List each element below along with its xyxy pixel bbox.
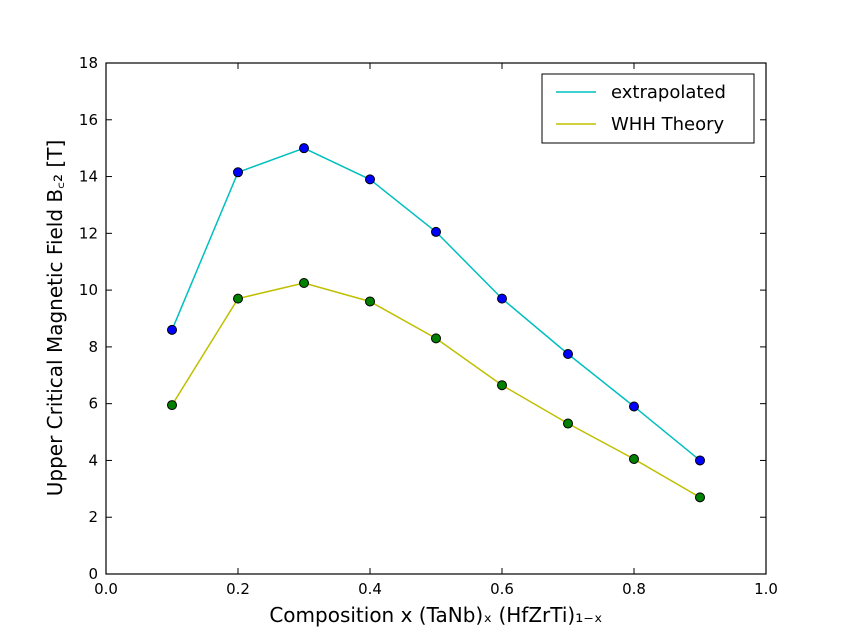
y-tick-label: 8 — [88, 338, 98, 356]
data-point-whh-theory — [167, 400, 177, 411]
y-tick-label: 12 — [79, 224, 98, 242]
x-tick-label: 0.0 — [94, 580, 118, 598]
plot-area-frame — [105, 62, 767, 575]
legend-box — [541, 73, 755, 144]
x-tick-label: 0.2 — [226, 580, 250, 598]
data-point-whh-theory — [431, 333, 441, 344]
x-tick-label: 0.4 — [358, 580, 382, 598]
y-tick-label: 16 — [79, 111, 98, 129]
x-tick-label: 0.6 — [490, 580, 514, 598]
legend: extrapolated WHH Theory — [541, 73, 755, 144]
data-point-extrapolated — [167, 324, 177, 335]
data-point-whh-theory — [497, 380, 507, 391]
data-point-extrapolated — [365, 174, 375, 185]
y-tick-label: 10 — [79, 281, 98, 299]
ticks-layer: 0.0 0.2 0.4 0.6 0.8 1.0 0 2 4 6 8 10 12 14 16 18 — [79, 54, 778, 598]
data-point-extrapolated — [629, 401, 639, 412]
data-point-extrapolated — [497, 293, 507, 304]
data-point-extrapolated — [695, 455, 705, 466]
data-point-whh-theory — [563, 418, 573, 429]
y-tick-label: 0 — [88, 565, 98, 583]
x-axis-label: Composition x (TaNb)ₓ (HfZrTi)₁₋ₓ — [269, 603, 602, 627]
data-point-extrapolated — [431, 226, 441, 237]
data-point-extrapolated — [299, 143, 309, 154]
x-tick-label: 1.0 — [754, 580, 778, 598]
y-tick-label: 2 — [88, 508, 98, 526]
y-axis-label: Upper Critical Magnetic Field B꜀₂ [T] — [43, 140, 67, 497]
data-point-whh-theory — [233, 293, 243, 304]
series-layer — [167, 143, 705, 503]
legend-label-whh-theory: WHH Theory — [611, 114, 724, 135]
x-tick-label: 0.8 — [622, 580, 646, 598]
legend-label-extrapolated: extrapolated — [611, 82, 726, 103]
y-tick-label: 4 — [88, 451, 98, 469]
y-tick-label: 6 — [88, 395, 98, 413]
data-point-extrapolated — [563, 348, 573, 359]
data-point-extrapolated — [233, 167, 243, 178]
y-tick-label: 18 — [79, 54, 98, 72]
y-tick-label: 14 — [79, 168, 98, 186]
data-point-whh-theory — [365, 296, 375, 307]
data-point-whh-theory — [629, 454, 639, 465]
data-point-whh-theory — [299, 278, 309, 289]
data-point-whh-theory — [695, 492, 705, 503]
